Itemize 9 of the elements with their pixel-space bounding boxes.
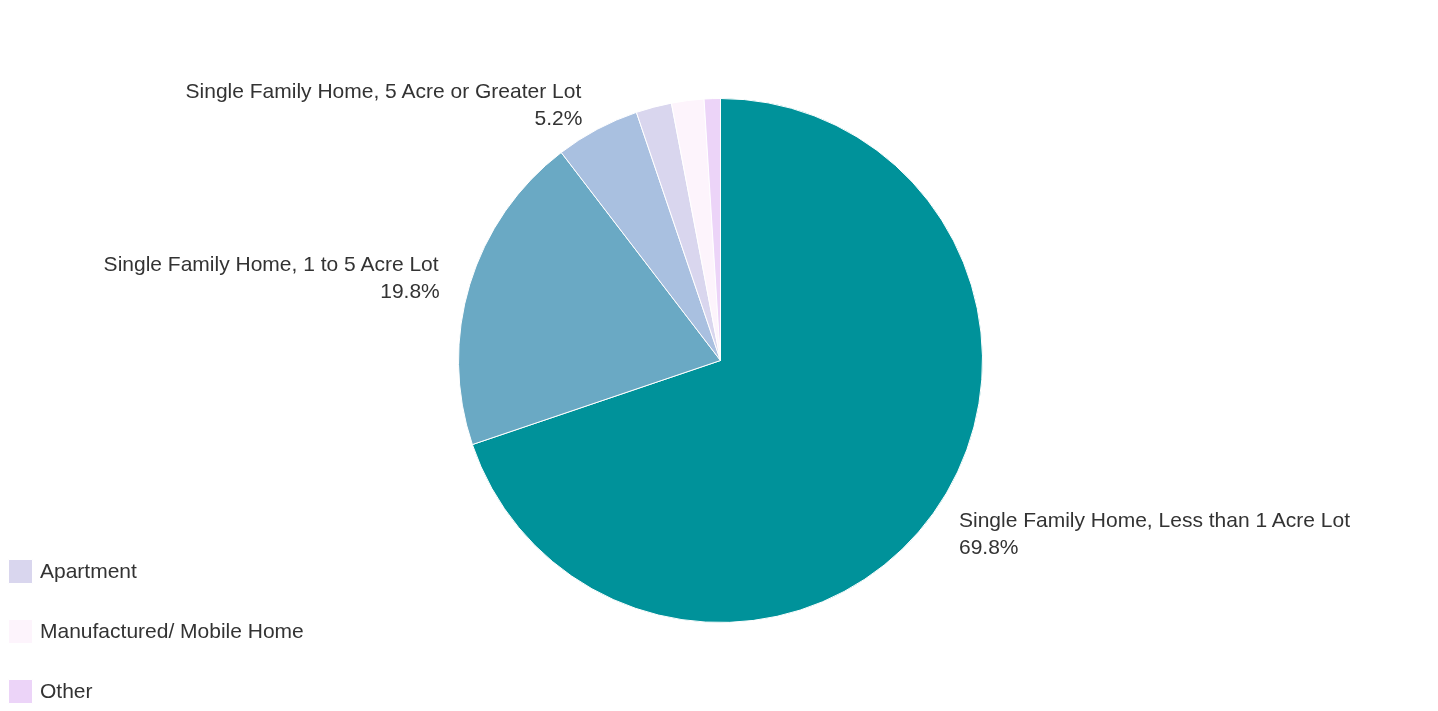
legend-label: Apartment [40, 559, 137, 583]
slice-label: Single Family Home, 1 to 5 Acre Lot [103, 252, 439, 276]
slice-label: Single Family Home, 5 Acre or Greater Lot [185, 78, 582, 102]
data-label: 19.8% [380, 279, 440, 303]
data-label: 69.8% [958, 535, 1019, 559]
slice-label: Single Family Home, Less than 1 Acre Lot [958, 508, 1351, 532]
legend-label: Other [40, 679, 93, 703]
data-label: 5.2% [534, 105, 583, 129]
legend-label: Manufactured/ Mobile Home [40, 619, 304, 643]
